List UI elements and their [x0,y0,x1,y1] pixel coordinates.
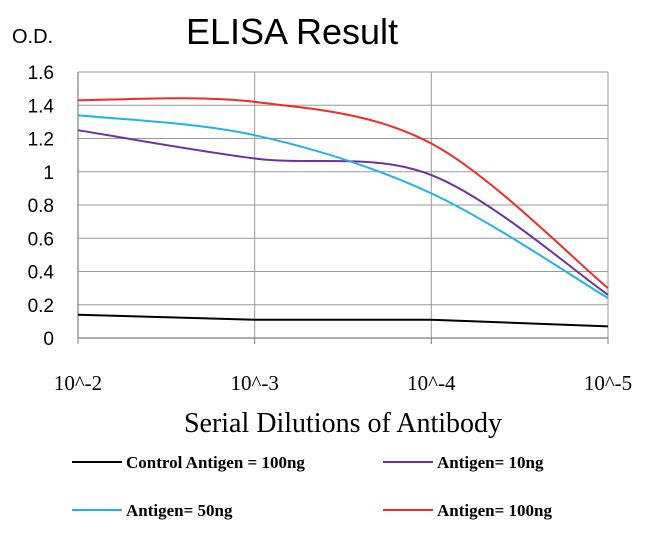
x-tick-labels: 10^-2 10^-3 10^-4 10^-5 [54,338,632,395]
chart-legend: Control Antigen = 100ng Antigen= 10ng Anti… [72,453,553,520]
y-tick-label: 0.2 [28,296,54,317]
y-tick-label: 1.2 [28,130,54,151]
x-tick-label: 10^-5 [584,371,632,395]
legend-label: Antigen= 50ng [126,501,233,520]
y-tick-label: 0.4 [28,263,55,284]
x-tick-label: 10^-4 [407,371,456,395]
y-tick-label: 0.6 [28,229,54,250]
legend-label: Antigen= 100ng [437,501,553,520]
x-tick-label: 10^-3 [230,371,278,395]
y-axis-label: O.D. [12,26,53,48]
legend-label: Antigen= 10ng [437,453,544,472]
plot-grid [77,71,609,339]
series-line-3 [77,97,609,289]
series-line-1 [77,129,609,296]
y-tick-label: 1 [43,163,54,184]
y-tick-label: 1.6 [28,63,54,84]
x-tick-label: 10^-2 [54,371,102,395]
x-axis-label: Serial Dilutions of Antibody [184,408,502,439]
series-line-2 [77,114,609,299]
legend-label: Control Antigen = 100ng [126,453,305,472]
y-tick-label: 1.4 [28,96,55,117]
y-tick-labels: 0 0.2 0.4 0.6 0.8 1 1.2 1.4 1.6 [28,63,55,350]
series-line-0 [77,313,609,328]
y-tick-label: 0.8 [28,196,54,217]
chart-title: ELISA Result [186,11,398,52]
series-lines [77,97,609,328]
y-tick-label: 0 [43,329,54,350]
